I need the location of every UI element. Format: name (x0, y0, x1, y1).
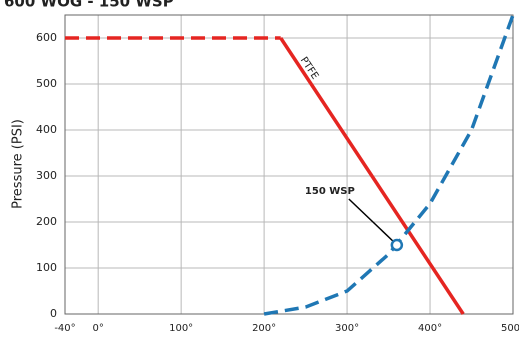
x-tick-label: 0° (92, 323, 103, 334)
leader-line (348, 198, 394, 242)
x-tick-label: 200° (252, 323, 276, 334)
y-tick-label: 500 (36, 77, 57, 90)
x-tick-label: 100° (169, 323, 193, 334)
y-tick-label: 600 (36, 31, 57, 44)
y-tick-label: 0 (50, 307, 57, 320)
y-tick-label: 100 (36, 261, 57, 274)
x-tick-label: -40° (54, 323, 75, 334)
annotation: 150 WSP (305, 186, 355, 197)
marker (390, 238, 404, 252)
x-tick-label: 300° (335, 323, 359, 334)
x-tick-label: 500° (501, 323, 519, 334)
y-axis-label: Pressure (PSI) (11, 119, 26, 209)
y-tick-label: 300 (36, 169, 57, 182)
series-line (279, 37, 465, 315)
x-tick-label: 400° (418, 323, 442, 334)
series-line (263, 14, 515, 316)
y-tick-label: 400 (36, 123, 57, 136)
chart-title: 600 WOG - 150 WSP (4, 0, 174, 11)
plot-frame (64, 14, 514, 315)
y-tick-label: 200 (36, 215, 57, 228)
